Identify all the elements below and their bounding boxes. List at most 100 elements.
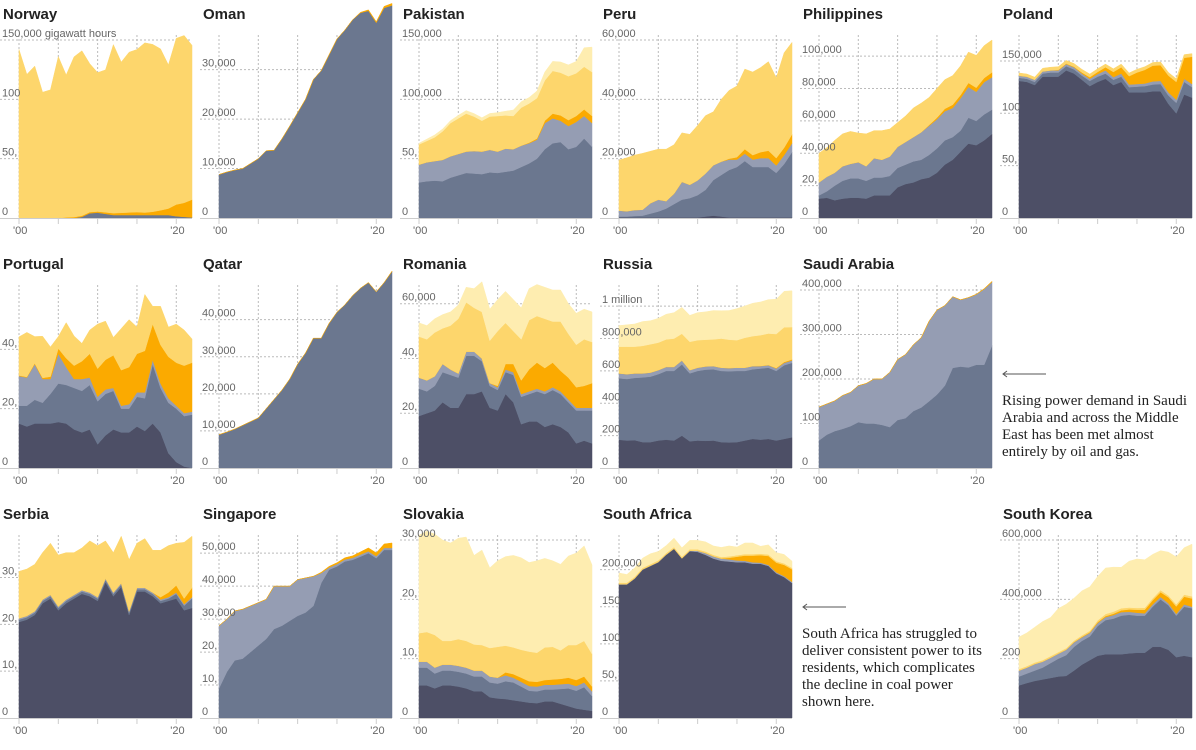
x-tick-label: '00 (13, 475, 27, 487)
y-tick-label: 20, (2, 612, 17, 624)
y-tick-label: 0 (602, 706, 608, 718)
y-tick-label: 40,000 (202, 574, 236, 586)
x-tick-label: '20 (970, 475, 984, 487)
y-tick-label: 0 (2, 456, 8, 468)
area-coal (618, 548, 793, 719)
x-tick-label: '20 (170, 725, 184, 737)
y-tick-label: 20,000 (602, 147, 636, 159)
x-tick-label: '20 (370, 725, 384, 737)
y-tick-label: 50, (402, 147, 417, 159)
chart-panel-philippines: 0 20, 40,000 60,000 80,000 100,000 '00 '20 Phili… (800, 0, 1000, 250)
area-chart: 0 20, 40, '00 '20 (0, 285, 193, 487)
x-tick-label: '00 (613, 725, 627, 737)
arrow-left-icon (1002, 370, 1046, 378)
y-tick-label: 30,000 (202, 607, 236, 619)
y-tick-label: 20, (402, 401, 417, 413)
chart-title: Poland (1003, 6, 1054, 23)
area-chart: 0 50, 100,000 150,000 '00 '20 (400, 28, 593, 237)
y-tick-label: 0 (402, 706, 408, 718)
y-tick-label: 10, (2, 659, 17, 671)
x-tick-label: '00 (413, 225, 427, 237)
y-tick-label: 150,000 (402, 28, 442, 40)
arrow-left-icon (802, 603, 846, 611)
y-tick-label: 0 (202, 206, 208, 218)
y-tick-label: 30,000 (402, 528, 436, 540)
y-tick-label: 50, (2, 147, 17, 159)
y-tick-label: 40,000 (602, 87, 636, 99)
y-tick-label: 0 (202, 456, 208, 468)
y-tick-label: 50, (602, 669, 617, 681)
y-tick-label: 150 (602, 595, 620, 607)
y-tick-label: 20, (802, 174, 817, 186)
y-tick-label: 0 (2, 206, 8, 218)
y-tick-label: 0 (1002, 706, 1008, 718)
y-tick-label: 20,000 (202, 382, 236, 394)
x-tick-label: '00 (213, 225, 227, 237)
y-tick-label: 100 (802, 412, 820, 424)
chart-panel-saudi-arabia: 0 100 200,000 300,000 400,000 '00 '20 Saudi Ara… (800, 250, 1000, 500)
chart-title: Romania (403, 256, 467, 273)
area-wind-solar (218, 270, 393, 435)
area-gas (218, 270, 393, 469)
area-hydro (18, 35, 193, 219)
chart-title: Portugal (3, 256, 64, 273)
y-tick-label: 20,000 (202, 107, 236, 119)
y-tick-label: 30,000 (202, 58, 236, 70)
chart-title: South Africa (603, 506, 692, 523)
chart-panel-oman: 0 10,000 20,000 30,000 '00 '20 Oman (200, 0, 400, 250)
x-tick-label: '20 (1170, 725, 1184, 737)
x-tick-label: '20 (170, 225, 184, 237)
x-tick-label: '00 (613, 475, 627, 487)
area-chart: 0 50, 100 150,000 '00 '20 (1000, 35, 1193, 237)
area-chart: 0 10,000 20,000 30,000 '00 '20 (200, 3, 393, 237)
chart-title: South Korea (1003, 506, 1093, 523)
y-tick-label: 0 (602, 456, 608, 468)
y-tick-label: 150,000 gigawatt hours (2, 28, 117, 40)
y-tick-label: 60,000 (402, 292, 436, 304)
area-chart: 0 10, 20, 30,000 '00 '20 (400, 528, 593, 737)
x-tick-label: '20 (570, 225, 584, 237)
chart-title: Russia (603, 256, 653, 273)
x-tick-label: '00 (813, 475, 827, 487)
y-tick-label: 20, (2, 397, 17, 409)
chart-title: Philippines (803, 6, 884, 23)
y-tick-label: 0 (2, 706, 8, 718)
y-tick-label: 100,000 (402, 87, 442, 99)
y-tick-label: 100 (602, 632, 620, 644)
y-tick-label: 200 (1002, 647, 1020, 659)
area-chart: 0 20, 40,000 60,000 80,000 100,000 '00 '20 (800, 35, 993, 237)
area-chart: 0 100 200,000 300,000 400,000 '00 '20 (800, 278, 993, 487)
y-tick-label: 1 million (602, 294, 642, 306)
area-wind-solar (218, 3, 393, 175)
area-nuclear (1018, 543, 1193, 670)
chart-title: Pakistan (403, 6, 465, 23)
area-nuclear (618, 290, 793, 347)
y-tick-label: 200,000 (802, 367, 842, 379)
y-tick-label: 0 (802, 206, 808, 218)
chart-panel-romania: 0 20, 40, 60,000 '00 '20 Romania (400, 250, 600, 500)
chart-panel-south-africa: 0 50, 100 150 200,000 '00 '20 South Africa (600, 500, 800, 750)
y-tick-label: 20, (402, 587, 417, 599)
y-tick-label: 80,000 (802, 77, 836, 89)
south-africa-annotation: South Africa has struggled to deliver co… (802, 626, 992, 711)
area-chart: 0 200 400 600 800,000 1 million '00 '20 (600, 285, 793, 487)
y-tick-label: 400,000 (802, 278, 842, 290)
y-tick-label: 20, (202, 640, 217, 652)
y-tick-label: 40, (2, 337, 17, 349)
y-tick-label: 10, (402, 647, 417, 659)
area-chart: 0 200 400,000 600,000 '00 '20 (1000, 528, 1193, 737)
y-tick-label: 40,000 (802, 141, 836, 153)
x-tick-label: '00 (213, 725, 227, 737)
x-tick-label: '20 (570, 725, 584, 737)
y-tick-label: 10,000 (202, 157, 236, 169)
chart-panel-slovakia: 0 10, 20, 30,000 '00 '20 Slovakia (400, 500, 600, 750)
y-tick-label: 100 (1002, 101, 1020, 113)
area-hydro (1018, 53, 1193, 83)
y-tick-label: 300,000 (802, 323, 842, 335)
area-hydro (18, 293, 193, 379)
chart-panel-portugal: 0 20, 40, '00 '20 Portugal (0, 250, 200, 500)
x-tick-label: '20 (770, 725, 784, 737)
y-tick-label: 40,000 (202, 308, 236, 320)
x-tick-label: '20 (970, 225, 984, 237)
x-tick-label: '20 (170, 475, 184, 487)
